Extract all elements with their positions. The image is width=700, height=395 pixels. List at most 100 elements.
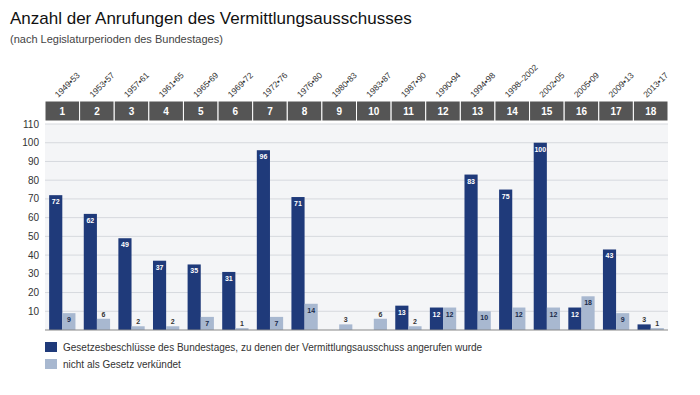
data-label: 43	[606, 252, 614, 259]
grid-line	[45, 161, 668, 162]
legend-swatch	[45, 359, 57, 369]
bar	[499, 190, 512, 330]
header-number: 8	[302, 106, 308, 117]
bar	[547, 308, 560, 330]
data-label: 12	[550, 311, 558, 318]
data-label: 2	[413, 318, 417, 325]
bar	[270, 317, 283, 330]
data-label: 6	[102, 311, 106, 318]
header-cell	[530, 101, 565, 121]
category-label: 1969•72	[226, 70, 255, 99]
header-cell	[45, 101, 80, 121]
data-label: 75	[502, 193, 510, 200]
y-tick-label: 90	[28, 156, 40, 167]
data-label: 72	[52, 198, 60, 205]
bar	[616, 313, 629, 330]
data-label: 1	[655, 320, 659, 327]
bar	[166, 326, 179, 330]
header-number: 3	[129, 106, 135, 117]
category-label: 1998–2002	[503, 62, 540, 99]
header-cell	[564, 101, 599, 121]
bar	[443, 308, 456, 330]
bar	[188, 264, 201, 330]
header-cell	[80, 101, 115, 121]
data-label: 96	[259, 153, 267, 160]
data-label: 18	[584, 299, 592, 306]
category-label: 2002•05	[537, 70, 566, 99]
grid-line	[45, 180, 668, 181]
data-label: 12	[515, 311, 523, 318]
header-cell	[391, 101, 426, 121]
bar	[581, 296, 594, 330]
header-number: 12	[437, 106, 449, 117]
header-number: 15	[541, 106, 553, 117]
title: Anzahl der Anrufungen des Vermittlungsau…	[10, 9, 412, 28]
grid-line	[45, 124, 668, 125]
y-tick-label: 80	[28, 175, 40, 186]
data-label: 12	[446, 311, 454, 318]
header-number: 17	[611, 106, 623, 117]
y-tick-label: 50	[28, 231, 40, 242]
data-label: 49	[121, 241, 129, 248]
header-number: 14	[507, 106, 519, 117]
plot-area	[45, 124, 668, 330]
y-tick-label: 40	[28, 250, 40, 261]
data-label: 2	[136, 318, 140, 325]
data-label: 9	[621, 316, 625, 323]
header-number: 9	[336, 106, 342, 117]
bar	[408, 326, 421, 330]
header-number: 13	[472, 106, 484, 117]
bar	[305, 304, 318, 330]
bar	[568, 308, 581, 330]
bar	[534, 143, 547, 330]
bar	[97, 319, 110, 330]
bar	[257, 150, 270, 330]
data-label: 3	[344, 316, 348, 323]
category-label: 1990•94	[433, 70, 462, 99]
data-label: 62	[86, 217, 94, 224]
header-number: 1	[60, 106, 66, 117]
category-label: 1953•57	[87, 70, 116, 99]
header-number: 5	[198, 106, 204, 117]
grid-line	[45, 292, 668, 293]
data-label: 6	[378, 311, 382, 318]
bars	[49, 143, 664, 330]
bar	[478, 311, 491, 330]
header-cell	[460, 101, 495, 121]
header-cell	[599, 101, 634, 121]
data-label: 35	[190, 267, 198, 274]
legend-entry: Gesetzesbeschlüsse des Bundestages, zu d…	[63, 342, 483, 353]
bar	[201, 317, 214, 330]
bar	[374, 319, 387, 330]
header-cell	[633, 101, 668, 121]
grid-line	[45, 142, 668, 143]
data-label: 13	[398, 309, 406, 316]
legend-swatch	[45, 342, 57, 352]
category-label: 2005•09	[572, 70, 601, 99]
y-tick-label: 20	[28, 287, 40, 298]
y-tick-label: 70	[28, 193, 40, 204]
subtitle: (nach Legislaturperioden des Bundestages…	[10, 33, 223, 45]
grid-line	[45, 198, 668, 199]
y-tick-label: 110	[23, 119, 39, 130]
header-number: 16	[576, 106, 588, 117]
bar	[222, 272, 235, 330]
category-label: 1987•90	[399, 70, 428, 99]
data-label: 3	[642, 316, 646, 323]
chart: Anzahl der Anrufungen des Vermittlungsau…	[0, 0, 700, 395]
data-label: 14	[307, 307, 315, 314]
data-label: 31	[225, 275, 233, 282]
header-cell	[495, 101, 530, 121]
bar	[339, 324, 352, 330]
header-number: 2	[94, 106, 100, 117]
grid-line	[45, 236, 668, 237]
data-label: 9	[67, 316, 71, 323]
data-label: 37	[156, 264, 164, 271]
category-label: 1965•69	[191, 70, 220, 99]
category-label: 1972•76	[260, 70, 289, 99]
data-label: 2	[171, 318, 175, 325]
bar	[603, 249, 616, 330]
bar	[430, 308, 443, 330]
data-label: 10	[480, 314, 488, 321]
header-number: 10	[368, 106, 380, 117]
